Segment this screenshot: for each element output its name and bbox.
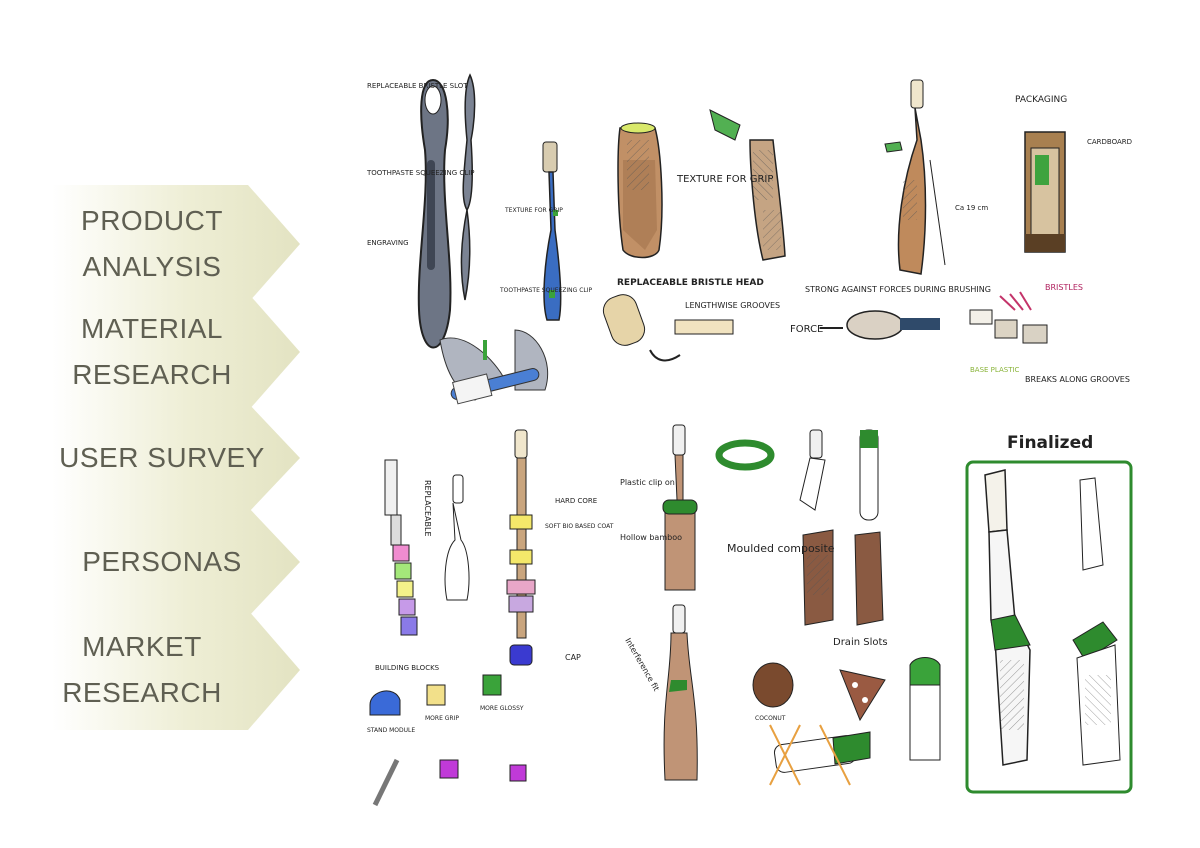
arrow-shape-icon [52,293,300,411]
clip-on-brush-sketch [662,424,698,781]
bamboo-handle-sketch [617,109,786,261]
squeezing-clip-small-label: TOOTHPASTE SQUEEZING CLIP [499,287,593,294]
texture-for-grip-label: TEXTURE FOR GRIP [676,174,773,185]
squeezing-clip-label: TOOTHPASTE SQUEEZING CLIP [366,169,475,177]
base-plastic-label: BASE PLASTIC [970,366,1020,374]
drain-slots-label: Drain Slots [833,637,888,648]
strong-against-label: STRONG AGAINST FORCES DURING BRUSHING [805,285,991,294]
nav-label: MARKET RESEARCH [62,631,222,708]
nav-label: PRODUCT ANALYSIS [81,205,223,282]
moulded-composite-sketch [715,429,884,626]
bristles-exploded-sketch [969,291,1048,344]
lengthwise-grooves-label: LENGTHWISE GROOVES [685,301,780,310]
force-sketch [820,310,940,340]
arrow-shape-icon [52,185,300,303]
texture-grip-small-label: TEXTURE FOR GRIP [504,207,563,214]
nav-item-user-survey[interactable]: USER SURVEY [52,403,302,513]
nav-item-material-research[interactable]: MATERIAL RESEARCH [52,293,302,411]
length-label: Ca 19 cm [955,204,988,212]
more-glossy-label: MORE GLOSSY [480,705,524,712]
packaging-sketch [1024,131,1066,253]
nav-item-personas[interactable]: PERSONAS [52,507,302,617]
bristle-head-sketch [602,294,734,362]
nav-item-product-analysis[interactable]: PRODUCT ANALYSIS [52,185,302,303]
tall-brush-sketch [884,79,946,275]
replaceable-label: REPLACEABLE [423,480,432,537]
moulded-composite-label: Moulded composite [727,542,835,555]
nav-label: USER SURVEY [59,442,265,473]
hollow-bamboo-label: Hollow bamboo [620,533,682,542]
arrow-shape-icon [52,507,300,617]
stand-module-label: STAND MODULE [367,727,415,734]
finalized-label: Finalized [1007,433,1093,453]
nav-label: MATERIAL RESEARCH [72,313,232,390]
engraving-label: ENGRAVING [367,239,409,247]
nav-label: PERSONAS [82,546,242,577]
more-grip-label: MORE GRIP [425,715,459,722]
finalized-frame [965,460,1133,794]
interference-fit-label: Interference fit [623,637,661,693]
force-label: FORCE [790,324,823,335]
bristle-slot-label: REPLACEABLE BRISTLE SLOT [367,82,468,90]
hand-sketch [439,329,549,405]
replaceable-head-label: REPLACEABLE BRISTLE HEAD [617,278,764,288]
building-blocks-sketch [369,674,527,807]
plastic-clip-label: Plastic clip on [620,478,675,487]
sketch-board: REPLACEABLE BRISTLE SLOT TOOTHPASTE SQUE… [366,73,1133,807]
bristles-label: BRISTLES [1045,283,1083,292]
coconut-label: COCONUT [755,715,786,722]
grey-handle-sketch [417,73,476,349]
nav-item-market-research[interactable]: MARKET RESEARCH [52,610,302,730]
blue-toothbrush-sketch [542,141,562,321]
bamboo-core-sketch [506,429,536,666]
building-blocks-label: BUILDING BLOCKS [375,664,440,672]
process-nav: PRODUCT ANALYSIS MATERIAL RESEARCH USER SU… [52,185,302,730]
hard-core-label: HARD CORE [555,497,597,505]
coconut-sketch [752,657,941,786]
cap-label: CAP [565,653,581,662]
arrow-shape-icon [52,403,300,513]
soft-coat-label: SOFT BIO BASED COAT [545,523,614,530]
white-brush-outline-sketch [444,474,470,601]
color-block-brush-sketch [384,459,418,636]
arrow-shape-icon [52,610,300,730]
breaks-along-label: BREAKS ALONG GROOVES [1025,375,1130,384]
finalized-brush-sketch [984,469,1121,766]
cardboard-label: CARDBOARD [1087,138,1132,146]
packaging-label: PACKAGING [1015,95,1067,105]
